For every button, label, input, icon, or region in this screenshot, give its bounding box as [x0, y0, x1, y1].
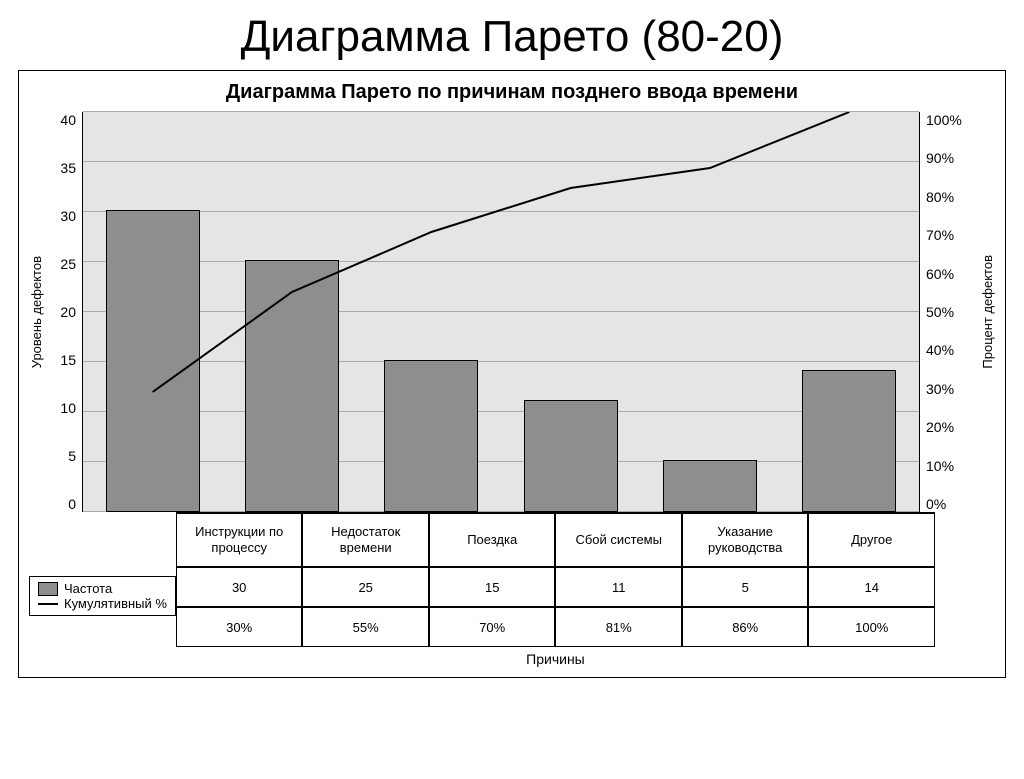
legend-cumulative: Кумулятивный %: [38, 596, 167, 611]
cumulative-cell: 86%: [682, 607, 809, 647]
bar: [384, 360, 478, 512]
legend-freq-label: Частота: [64, 581, 112, 596]
x-axis-title: Причины: [176, 651, 935, 667]
page-title: Диаграмма Парето (80-20): [0, 12, 1024, 62]
y-right-tick: 50%: [926, 304, 954, 320]
legend-cum-label: Кумулятивный %: [64, 596, 167, 611]
cumulative-cell: 55%: [302, 607, 429, 647]
legend-frequency: Частота: [38, 581, 167, 596]
y-right-tick: 0%: [926, 496, 946, 512]
bar-slot: [780, 112, 919, 512]
y-left-tick: 40: [60, 112, 76, 128]
frequency-cell: 11: [555, 567, 682, 607]
chart-subtitle: Диаграмма Парето по причинам позднего вв…: [29, 81, 995, 104]
cumulative-cell: 30%: [176, 607, 303, 647]
y-right-tick: 80%: [926, 189, 954, 205]
legend-bar-swatch: [38, 582, 58, 596]
y-left-tick: 15: [60, 352, 76, 368]
legend-line-swatch: [38, 603, 58, 605]
bar-slot: [362, 112, 501, 512]
y-right-tick: 70%: [926, 227, 954, 243]
category-label-cell: Указание руководства: [682, 513, 809, 567]
category-grid: Инструкции по процессуНедостаток времени…: [176, 513, 935, 647]
category-label-cell: Недостаток времени: [302, 513, 429, 567]
frequency-cell: 15: [429, 567, 556, 607]
bar: [663, 460, 757, 512]
y-right-ticks: 100% 90% 80% 70% 60% 50% 40% 30% 20% 10% 0%: [920, 112, 976, 512]
frequency-cell: 30: [176, 567, 303, 607]
bar-slot: [640, 112, 779, 512]
category-table: Инструкции по процессуНедостаток времени…: [176, 512, 935, 647]
chart-container: Диаграмма Парето по причинам позднего вв…: [18, 70, 1006, 678]
y-left-ticks: 40 35 30 25 20 15 10 5 0: [48, 112, 82, 512]
frequency-cell: 5: [682, 567, 809, 607]
cumulative-cell: 81%: [555, 607, 682, 647]
y-right-tick: 20%: [926, 419, 954, 435]
cumulative-cell: 100%: [808, 607, 935, 647]
bar: [245, 260, 339, 512]
category-label-cell: Поездка: [429, 513, 556, 567]
bars-row: [83, 112, 919, 512]
category-label-cell: Инструкции по процессу: [176, 513, 303, 567]
category-label-cell: Другое: [808, 513, 935, 567]
y-left-tick: 25: [60, 256, 76, 272]
legend: Частота Кумулятивный %: [29, 576, 176, 616]
y-left-tick: 10: [60, 400, 76, 416]
y-left-tick: 30: [60, 208, 76, 224]
plot-area: [82, 112, 920, 512]
cumulative-cell: 70%: [429, 607, 556, 647]
y-left-axis-label: Уровень дефектов: [29, 256, 44, 368]
bar-slot: [83, 112, 222, 512]
bar: [524, 400, 618, 512]
y-right-tick: 30%: [926, 381, 954, 397]
y-left-tick: 20: [60, 304, 76, 320]
y-left-tick: 0: [68, 496, 76, 512]
chart-body: Уровень дефектов 40 35 30 25 20 15 10 5 0 100% 90…: [29, 112, 995, 512]
y-left-tick: 5: [68, 448, 76, 464]
y-right-axis-label: Процент дефектов: [980, 255, 995, 369]
bar-slot: [501, 112, 640, 512]
bar: [106, 210, 200, 512]
y-left-tick: 35: [60, 160, 76, 176]
y-right-tick: 40%: [926, 342, 954, 358]
frequency-cell: 14: [808, 567, 935, 607]
y-right-tick: 60%: [926, 266, 954, 282]
y-right-tick: 90%: [926, 150, 954, 166]
bar: [802, 370, 896, 512]
frequency-cell: 25: [302, 567, 429, 607]
y-right-tick: 10%: [926, 458, 954, 474]
category-label-cell: Сбой системы: [555, 513, 682, 567]
y-right-tick: 100%: [926, 112, 962, 128]
bar-slot: [222, 112, 361, 512]
